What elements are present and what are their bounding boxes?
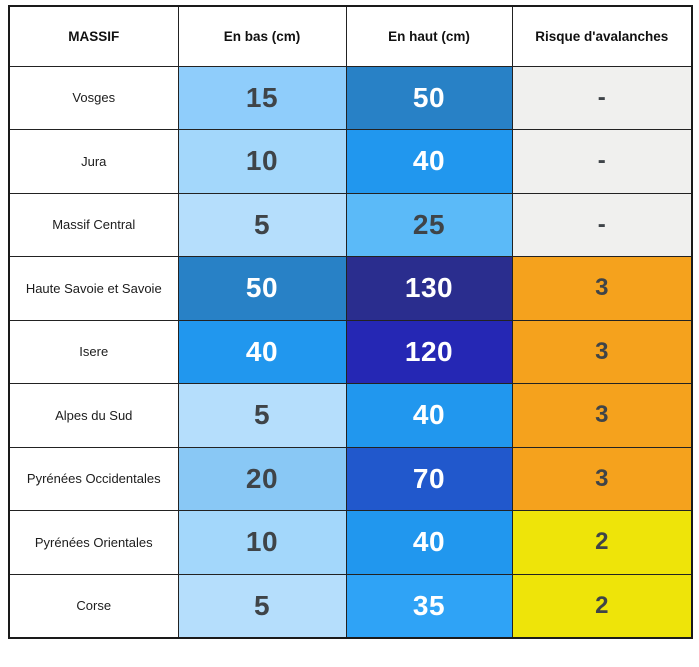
- en-haut-cell: 120: [345, 319, 513, 384]
- massif-cell: Haute Savoie et Savoie: [8, 256, 179, 321]
- risque-cell: 3: [511, 383, 693, 448]
- col-header-en-bas: En bas (cm): [177, 5, 347, 67]
- massif-cell: Alpes du Sud: [8, 383, 179, 448]
- table-row: Pyrénées Orientales 10 40 2: [8, 510, 693, 575]
- en-haut-cell: 40: [345, 129, 513, 194]
- table-row: Haute Savoie et Savoie 50 130 3: [8, 256, 693, 321]
- en-haut-cell: 50: [345, 65, 513, 130]
- massif-cell: Corse: [8, 573, 179, 638]
- table-row: Isere 40 120 3: [8, 319, 693, 384]
- risque-cell: 2: [511, 573, 693, 638]
- table-row: Vosges 15 50 -: [8, 65, 693, 130]
- en-bas-cell: 50: [177, 256, 347, 321]
- en-bas-cell: 5: [177, 573, 347, 638]
- table-row: Pyrénées Occidentales 20 70 3: [8, 446, 693, 511]
- en-bas-cell: 5: [177, 192, 347, 257]
- table-row: Jura 10 40 -: [8, 129, 693, 194]
- massif-cell: Vosges: [8, 65, 179, 130]
- snow-depth-table: MASSIF En bas (cm) En haut (cm) Risque d…: [8, 5, 693, 639]
- en-haut-cell: 40: [345, 383, 513, 448]
- risque-cell: 3: [511, 256, 693, 321]
- en-bas-cell: 10: [177, 510, 347, 575]
- table-row: Massif Central 5 25 -: [8, 192, 693, 257]
- risque-cell: -: [511, 65, 693, 130]
- risque-cell: 3: [511, 319, 693, 384]
- en-haut-cell: 40: [345, 510, 513, 575]
- col-header-risque: Risque d'avalanches: [511, 5, 693, 67]
- risque-cell: -: [511, 192, 693, 257]
- table-header-row: MASSIF En bas (cm) En haut (cm) Risque d…: [8, 5, 693, 67]
- en-haut-cell: 35: [345, 573, 513, 638]
- col-header-en-haut: En haut (cm): [345, 5, 513, 67]
- massif-cell: Pyrénées Occidentales: [8, 446, 179, 511]
- massif-cell: Pyrénées Orientales: [8, 510, 179, 575]
- en-bas-cell: 5: [177, 383, 347, 448]
- table-row: Corse 5 35 2: [8, 573, 693, 638]
- en-bas-cell: 10: [177, 129, 347, 194]
- risque-cell: 3: [511, 446, 693, 511]
- en-bas-cell: 20: [177, 446, 347, 511]
- en-haut-cell: 70: [345, 446, 513, 511]
- risque-cell: -: [511, 129, 693, 194]
- massif-cell: Massif Central: [8, 192, 179, 257]
- table-row: Alpes du Sud 5 40 3: [8, 383, 693, 448]
- col-header-massif: MASSIF: [8, 5, 179, 67]
- en-haut-cell: 25: [345, 192, 513, 257]
- en-haut-cell: 130: [345, 256, 513, 321]
- risque-cell: 2: [511, 510, 693, 575]
- massif-cell: Jura: [8, 129, 179, 194]
- massif-cell: Isere: [8, 319, 179, 384]
- en-bas-cell: 40: [177, 319, 347, 384]
- en-bas-cell: 15: [177, 65, 347, 130]
